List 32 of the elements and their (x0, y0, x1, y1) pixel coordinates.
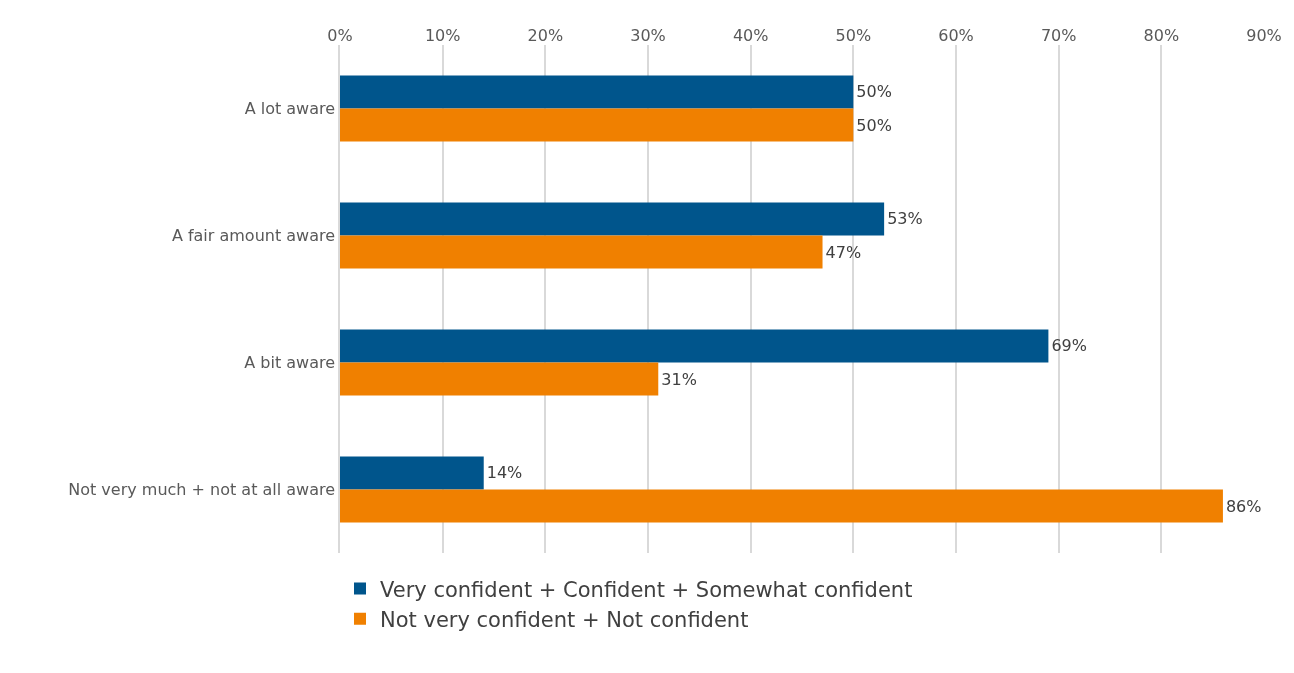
data-label: 47% (825, 242, 862, 262)
data-label: 53% (887, 209, 923, 229)
y-tick-label: Not very much + not at all aware (68, 480, 336, 500)
x-tick-label: 30% (630, 25, 666, 45)
x-tick-label: 40% (732, 25, 769, 45)
x-tick-label: 50% (835, 25, 872, 45)
legend-label: Very confident + Confident + Somewhat confident (380, 577, 913, 602)
data-label: 69% (1051, 336, 1087, 356)
x-tick-label: 20% (527, 25, 564, 45)
data-label: 31% (661, 369, 697, 389)
data-label: 50% (856, 115, 892, 135)
data-label: 50% (856, 82, 892, 102)
data-label: 86% (1225, 496, 1262, 516)
y-tick-label: A fair amount aware (171, 226, 336, 246)
y-tick-label: A lot aware (244, 99, 336, 119)
bar (340, 362, 659, 396)
x-tick-label: 60% (938, 25, 974, 45)
bar (340, 489, 1223, 523)
y-tick-label: A bit aware (244, 353, 336, 373)
x-tick-label: 0% (327, 25, 353, 45)
bar (340, 75, 854, 109)
bar (340, 456, 484, 490)
bar (340, 202, 885, 236)
bar (340, 235, 823, 269)
x-tick-label: 90% (1246, 25, 1282, 45)
legend-label: Not very confident + Not confident (380, 607, 749, 632)
x-tick-label: 80% (1143, 25, 1180, 45)
x-tick-label: 70% (1040, 25, 1077, 45)
bar (340, 329, 1049, 363)
x-tick-label: 10% (424, 25, 461, 45)
bar (340, 108, 854, 142)
data-label: 14% (486, 463, 523, 483)
